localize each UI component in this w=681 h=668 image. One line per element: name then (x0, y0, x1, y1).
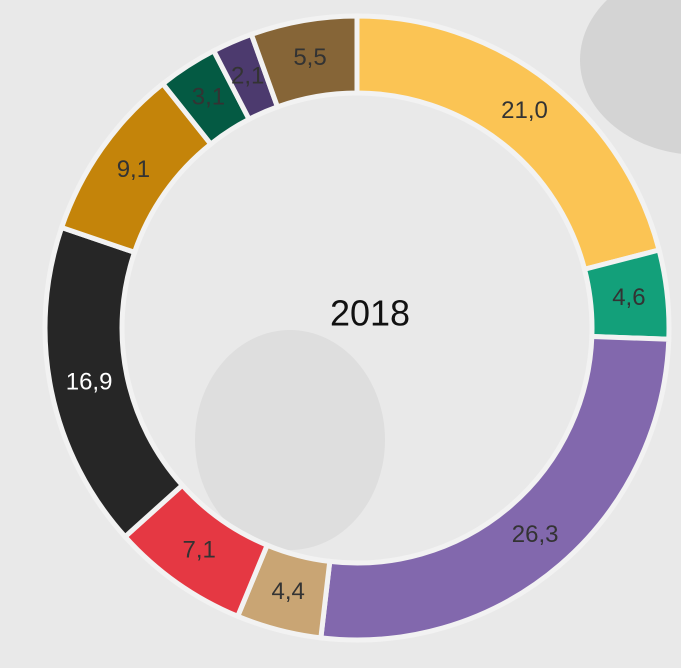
data-label: 7,1 (182, 537, 215, 564)
data-label: 4,6 (612, 284, 645, 311)
data-label: 2,1 (231, 63, 264, 90)
background-figure (195, 330, 385, 550)
data-label: 26,3 (512, 521, 559, 548)
chart: 2018 21,0 4,6 26,3 4,4 7,1 16,9 9,1 3,12,1 5,5 (0, 0, 681, 668)
data-label: 9,1 (117, 156, 150, 183)
data-label: 4,4 (272, 578, 305, 605)
page: {"chart_data": {"type": "donut", "center… (0, 0, 681, 668)
data-label: 5,5 (293, 44, 326, 71)
data-label: 3,1 (192, 84, 225, 111)
center-label: 2018 (330, 293, 410, 334)
data-label: 21,0 (501, 97, 548, 124)
data-label: 16,9 (66, 368, 113, 395)
